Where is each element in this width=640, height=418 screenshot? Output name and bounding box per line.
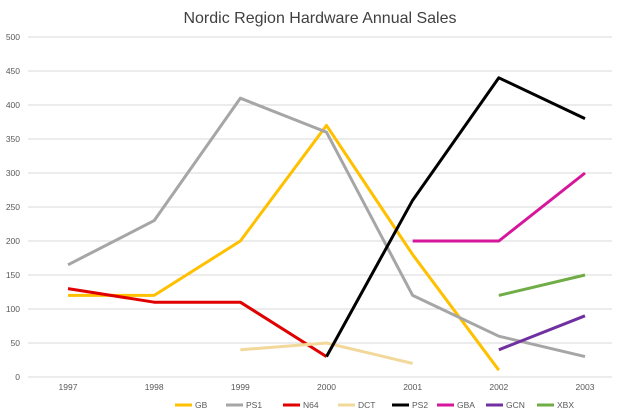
legend-item-dct: DCT (338, 400, 375, 410)
x-tick-label: 1999 (231, 382, 250, 392)
legend-label: N64 (303, 400, 319, 410)
x-tick-label: 2000 (317, 382, 336, 392)
legend-item-xbx: XBX (537, 400, 574, 410)
x-tick-label: 1998 (145, 382, 164, 392)
series-lines (67, 76, 586, 372)
legend-item-gba: GBA (437, 400, 475, 410)
legend: GB PS1 N64 DCT PS2 GBA GCN XBX (175, 400, 574, 410)
legend-item-ps2: PS2 (392, 400, 428, 410)
series-line-ps2 (325, 76, 586, 358)
series-line-gcn (498, 314, 586, 352)
legend-item-gcn: GCN (486, 400, 525, 410)
legend-label: XBX (557, 400, 574, 410)
gridlines (28, 36, 612, 378)
legend-label: DCT (358, 400, 375, 410)
legend-label: GCN (506, 400, 525, 410)
legend-label: GB (195, 400, 208, 410)
series-line-dct (240, 341, 414, 365)
y-tick-label: 500 (6, 32, 20, 42)
y-tick-label: 400 (6, 100, 20, 110)
series-line-gb (68, 123, 501, 372)
y-tick-label: 50 (11, 338, 21, 348)
x-axis-tick-labels: 1997 1998 1999 2000 2001 2002 2003 (59, 382, 595, 392)
legend-label: GBA (457, 400, 475, 410)
y-tick-label: 200 (6, 236, 20, 246)
legend-label: PS2 (412, 400, 428, 410)
y-tick-label: 0 (15, 372, 20, 382)
y-tick-label: 350 (6, 134, 20, 144)
chart-title: Nordic Region Hardware Annual Sales (183, 10, 456, 27)
y-tick-label: 300 (6, 168, 20, 178)
x-tick-label: 2002 (489, 382, 508, 392)
y-tick-label: 150 (6, 270, 20, 280)
legend-item-ps1: PS1 (226, 400, 262, 410)
series-line-n64 (67, 287, 328, 358)
y-axis-tick-labels: 0 50 100 150 200 250 300 350 400 450 500 (6, 32, 20, 382)
series-line-ps1 (67, 96, 586, 359)
legend-item-gb: GB (175, 400, 208, 410)
series-line-gba (412, 171, 586, 243)
x-tick-label: 2003 (576, 382, 595, 392)
y-tick-label: 100 (6, 304, 20, 314)
x-tick-label: 1997 (59, 382, 78, 392)
x-tick-label: 2001 (403, 382, 422, 392)
legend-label: PS1 (246, 400, 262, 410)
y-tick-label: 450 (6, 66, 20, 76)
legend-item-n64: N64 (283, 400, 319, 410)
y-tick-label: 250 (6, 202, 20, 212)
series-line-xbx (498, 273, 586, 297)
